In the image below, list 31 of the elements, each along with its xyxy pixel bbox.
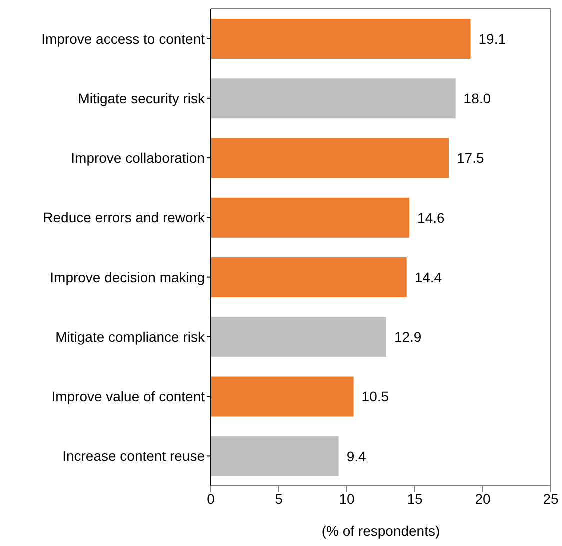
- y-tick-label: Mitigate compliance risk: [56, 328, 206, 345]
- y-tick-label: Improve value of content: [52, 388, 206, 405]
- bar: [211, 258, 407, 298]
- y-tick-label: Improve decision making: [50, 269, 205, 286]
- bar: [211, 138, 449, 178]
- x-tick-label: 20: [475, 490, 491, 507]
- data-label: 10.5: [362, 388, 390, 405]
- x-tick-label: 5: [275, 490, 284, 507]
- data-label: 12.9: [394, 329, 422, 346]
- x-tick-label: 25: [543, 490, 559, 507]
- x-axis-title: (% of respondents): [322, 523, 440, 539]
- y-tick-label: Improve collaboration: [71, 150, 205, 166]
- data-label: 17.5: [457, 150, 484, 166]
- x-tick-label: 10: [339, 490, 355, 507]
- y-tick-label: Improve access to content: [42, 30, 206, 47]
- y-tick-label: Reduce errors and rework: [43, 210, 206, 226]
- bar: [211, 198, 410, 238]
- bar: [211, 78, 456, 119]
- data-label: 19.1: [478, 30, 506, 47]
- y-tick-label: Increase content reuse: [62, 448, 206, 464]
- bar: [211, 376, 354, 417]
- data-label: 18.0: [464, 90, 492, 107]
- data-label: 14.6: [418, 210, 446, 226]
- y-tick-label: Mitigate security risk: [78, 90, 206, 106]
- bar: [211, 317, 386, 358]
- bar: [211, 19, 471, 59]
- data-label: 9.4: [346, 448, 367, 464]
- data-label: 14.4: [414, 269, 442, 286]
- x-tick-label: 15: [407, 490, 423, 507]
- bar: [211, 436, 339, 476]
- x-tick-label: 0: [207, 490, 216, 507]
